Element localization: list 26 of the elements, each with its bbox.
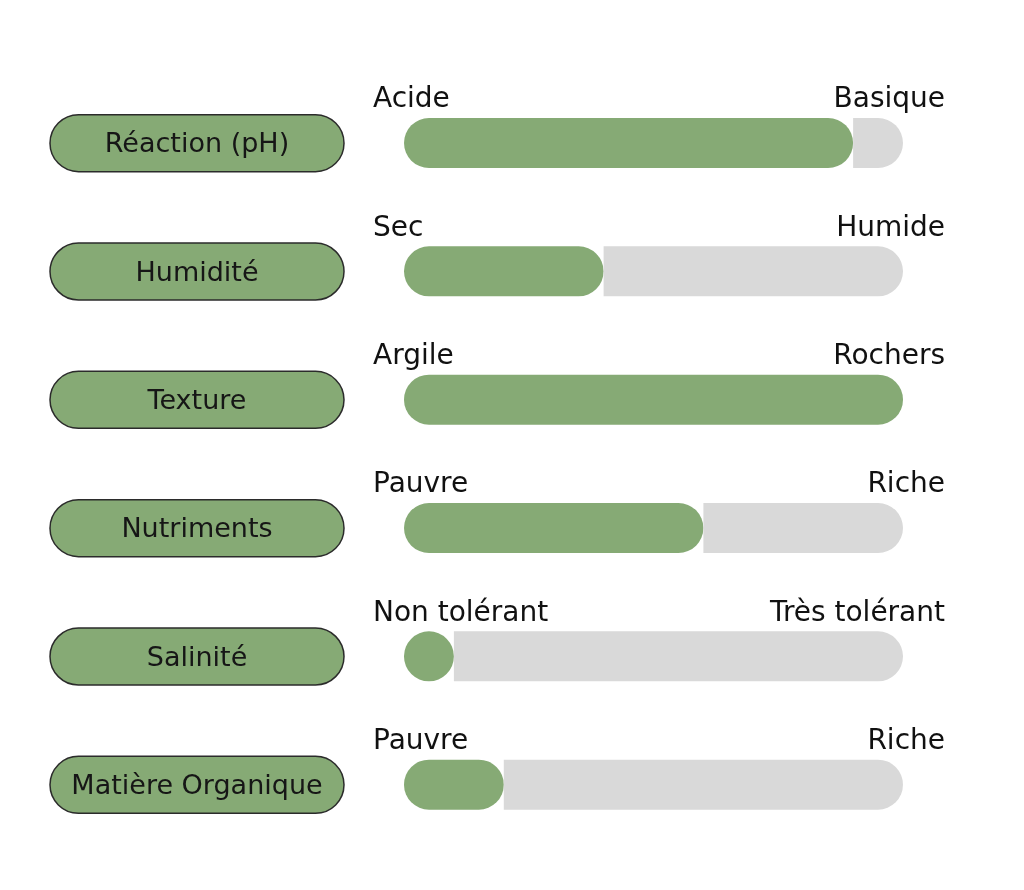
y-tick-label: Salinité xyxy=(146,640,248,672)
bar xyxy=(404,246,604,297)
annotation: Sec xyxy=(373,209,424,243)
annotation: Acide xyxy=(373,81,450,115)
bar xyxy=(703,503,903,553)
y-tick-label: Humidité xyxy=(135,255,259,287)
annotation: Riche xyxy=(867,466,945,500)
annotation: Riche xyxy=(867,722,945,756)
y-tick-label: Réaction (pH) xyxy=(104,127,290,159)
y-tick-label: Matière Organique xyxy=(71,768,323,800)
annotation: Pauvre xyxy=(373,722,469,756)
bar xyxy=(453,631,903,682)
annotation: Pauvre xyxy=(373,466,469,500)
bar xyxy=(603,246,903,297)
y-tick-label: Texture xyxy=(146,383,247,415)
annotation: Non tolérant xyxy=(373,594,549,628)
bar xyxy=(404,374,903,425)
annotation: Argile xyxy=(373,337,454,371)
annotation: Basique xyxy=(833,81,945,115)
y-tick-label: Nutriments xyxy=(121,512,273,544)
annotation: Humide xyxy=(836,209,945,243)
bar xyxy=(404,118,854,168)
bar xyxy=(503,759,903,810)
annotation: Rochers xyxy=(833,337,945,371)
bar xyxy=(404,503,704,553)
annotation: Très tolérant xyxy=(768,594,946,628)
